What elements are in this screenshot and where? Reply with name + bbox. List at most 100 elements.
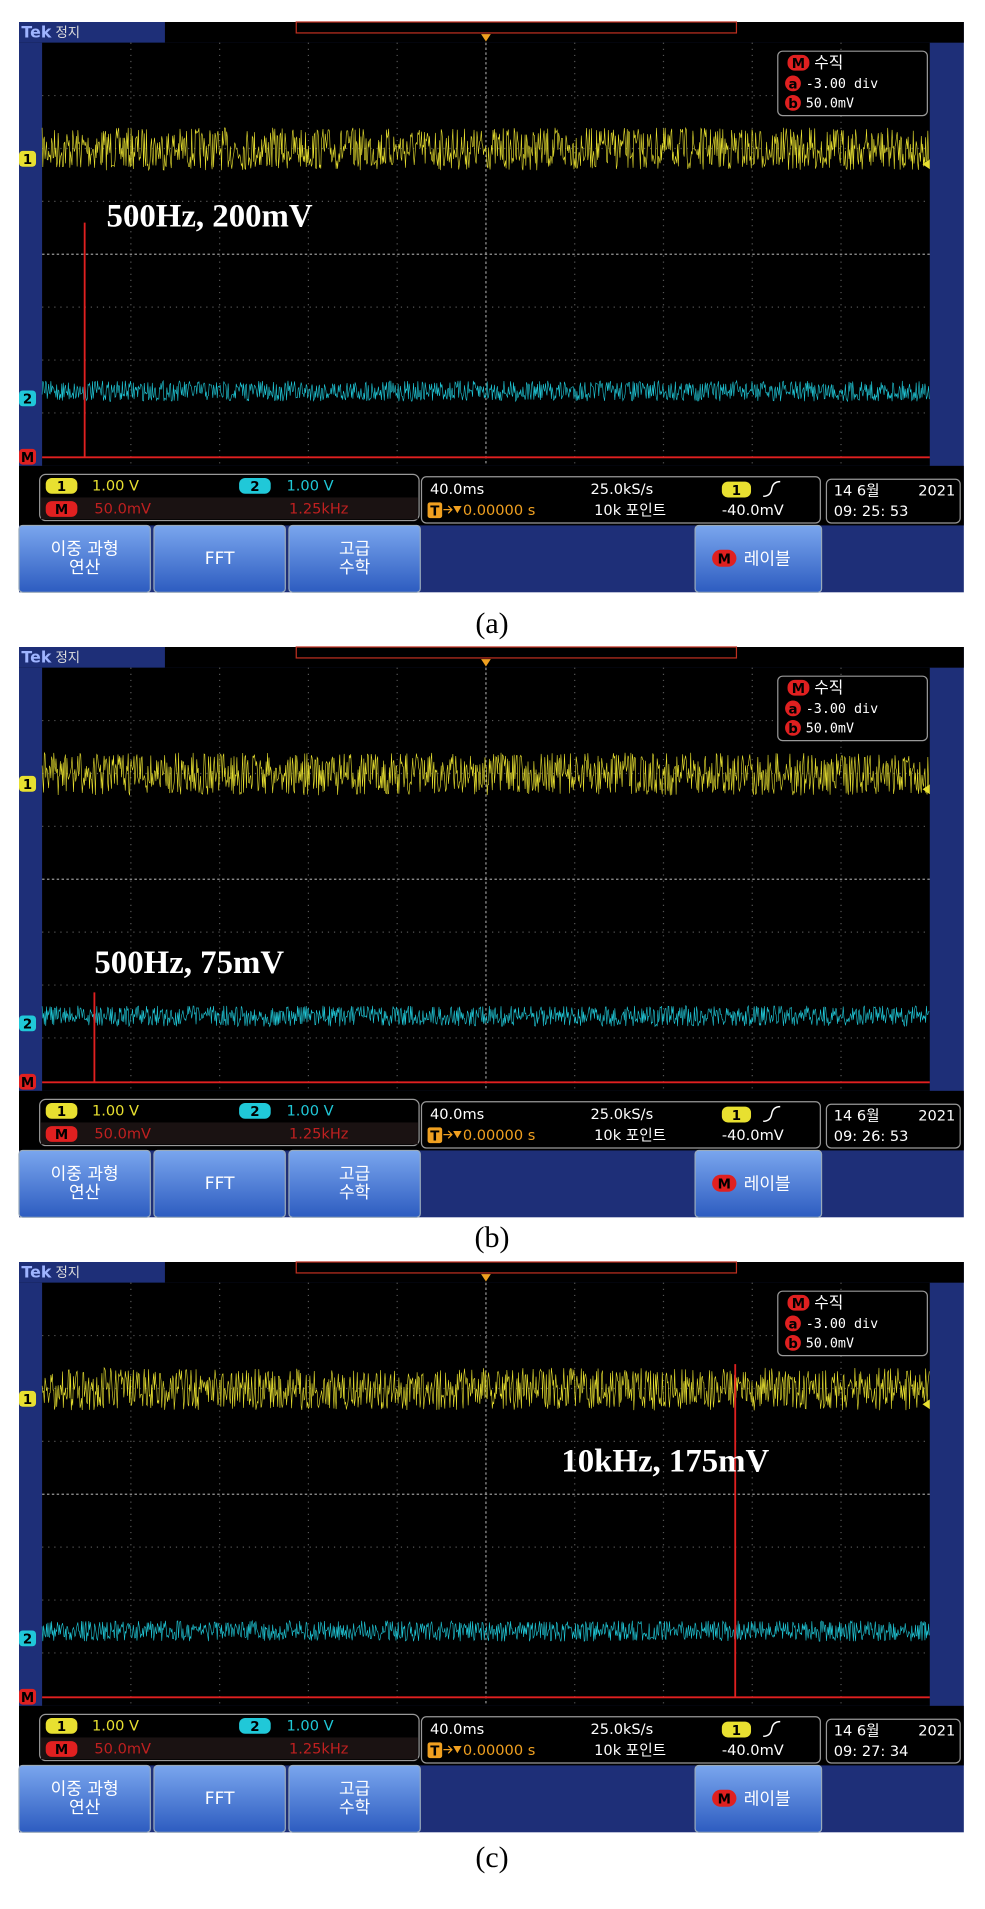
button-face: [153, 1149, 286, 1218]
button-label: 레이블: [744, 549, 791, 569]
channel-marker-bg: [19, 775, 37, 792]
status-value: -40.0mV: [722, 1127, 784, 1144]
trace: [41, 126, 930, 172]
status-badge-bg: [427, 1742, 443, 1759]
record-view: [295, 646, 738, 659]
status-badge: M: [55, 1743, 68, 1758]
button-label: 이중 과형: [51, 1780, 119, 1800]
menu-button[interactable]: FFT: [153, 1764, 286, 1833]
status-badge-bg: [45, 1103, 78, 1119]
button-label: 수학: [339, 558, 371, 578]
info-badge: b: [788, 1337, 798, 1352]
date-box: [825, 1718, 961, 1764]
scope-panel: Tek 정지 500Hz, 75mV 1 2 M M 수직 a -3.00 div b 50.0mV 1…: [18, 646, 964, 1218]
status-badge: T: [430, 1129, 440, 1144]
top-bar: [19, 22, 964, 43]
caption: (b): [475, 1221, 510, 1254]
acquisition-state: 정지: [55, 25, 80, 41]
info-badge: a: [788, 1318, 797, 1333]
info-value: 50.0mV: [806, 721, 854, 736]
status-badge: T: [430, 504, 440, 519]
status-badge-bg: [239, 1718, 271, 1734]
channel-marker: 2: [23, 1018, 32, 1033]
status-badge: 1: [57, 1105, 66, 1120]
acquisition-state: 정지: [55, 650, 80, 666]
status-value: 1.00 V: [92, 1718, 139, 1735]
status-value: -40.0mV: [722, 502, 784, 519]
math-row: [40, 1122, 418, 1145]
status-value: 1.00 V: [287, 1718, 334, 1735]
status-value: 50.0mV: [94, 1741, 151, 1758]
brand: Tek: [21, 647, 51, 666]
channel-marker-bg: [19, 1630, 37, 1647]
channel-marker-bg: [19, 448, 37, 465]
status-value: 25.0kS/s: [591, 481, 654, 498]
status-value: 0.00000 s: [463, 502, 536, 519]
button-face: [288, 524, 421, 593]
acquisition-box: [420, 476, 821, 524]
info-badge-bg: [785, 94, 801, 111]
status-badge: M: [55, 1128, 68, 1143]
menu-button[interactable]: M 레이블: [694, 1149, 823, 1218]
triangle: [453, 1130, 462, 1139]
info-badge: b: [788, 722, 798, 737]
channel-marker: M: [21, 1076, 34, 1091]
button-face: [288, 1764, 421, 1833]
status-value: 1.25kHz: [289, 501, 349, 518]
channel-marker: 2: [23, 393, 32, 408]
top-bar: [19, 647, 964, 668]
info-title: 수직: [814, 53, 843, 72]
trace: [41, 379, 930, 403]
brand: Tek: [21, 1262, 51, 1281]
info-badge-bg: [787, 679, 810, 696]
annotation: 10kHz, 175mV: [561, 1443, 769, 1479]
menu-button[interactable]: FFT: [153, 1149, 286, 1218]
trigger-slope: [763, 480, 781, 497]
trigger-slope: [763, 1720, 781, 1737]
trigger-position-marker: [481, 659, 491, 667]
arrow: [443, 1745, 453, 1754]
status-value: 1.00 V: [287, 478, 334, 495]
annotation: 500Hz, 200mV: [107, 199, 313, 235]
button-label: 고급: [339, 1780, 370, 1800]
info-badge-bg: [787, 1294, 810, 1311]
menu-button[interactable]: FFT: [153, 524, 286, 593]
record-view: [295, 1261, 738, 1274]
button-face: [153, 1764, 286, 1833]
button-label: 수학: [339, 1183, 371, 1203]
status-badge: 2: [250, 1720, 259, 1735]
info-badge: M: [792, 682, 805, 697]
status-badge: 2: [250, 1105, 259, 1120]
status-value: 2021: [918, 1107, 955, 1124]
button-label: 이중 과형: [51, 540, 119, 560]
status-value: 14 6월: [834, 482, 880, 499]
status-badge: 1: [732, 484, 741, 499]
trigger-position-marker: [481, 34, 491, 42]
math-row: [40, 1737, 418, 1760]
math-row: [40, 497, 418, 520]
arrow: [443, 1130, 453, 1139]
button-badge-bg: [712, 549, 737, 567]
menu-button[interactable]: M 레이블: [694, 1764, 823, 1833]
status-value: 2021: [918, 482, 955, 499]
status-value: 0.00000 s: [463, 1127, 536, 1144]
status-value: 25.0kS/s: [591, 1106, 654, 1123]
info-value: -3.00 div: [806, 77, 878, 92]
status-badge-bg: [45, 1741, 78, 1757]
info-value: -3.00 div: [806, 702, 878, 717]
button-label: 연산: [69, 1183, 101, 1203]
button-label: 고급: [339, 540, 370, 560]
button-badge-bg: [712, 1174, 737, 1192]
menu-button[interactable]: M 레이블: [694, 524, 823, 593]
status-badge-bg: [721, 1721, 752, 1738]
status-badge: T: [430, 1744, 440, 1759]
status-badge-bg: [45, 501, 78, 517]
status-value: 1.25kHz: [289, 1126, 349, 1143]
status-value: 10k 포인트: [594, 502, 666, 519]
